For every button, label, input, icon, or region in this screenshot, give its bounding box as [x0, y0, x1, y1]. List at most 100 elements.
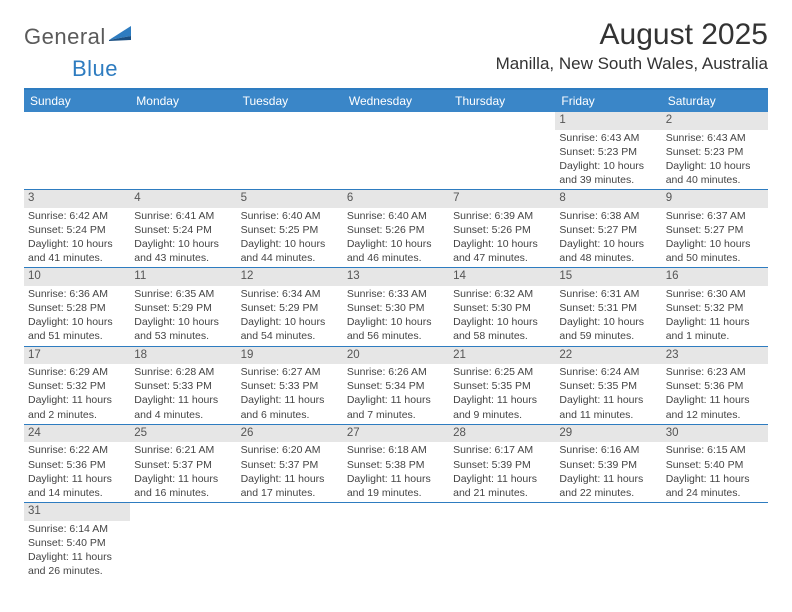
day-cell: 12Sunrise: 6:34 AMSunset: 5:29 PMDayligh…: [237, 268, 343, 345]
day-body: Sunrise: 6:25 AMSunset: 5:35 PMDaylight:…: [449, 364, 555, 424]
sunset-text: Sunset: 5:39 PM: [453, 458, 551, 472]
day-cell: 10Sunrise: 6:36 AMSunset: 5:28 PMDayligh…: [24, 268, 130, 345]
day-number: 18: [130, 347, 236, 365]
day-body: Sunrise: 6:42 AMSunset: 5:24 PMDaylight:…: [24, 208, 130, 268]
day-number: 30: [662, 425, 768, 443]
day-cell: 1Sunrise: 6:43 AMSunset: 5:23 PMDaylight…: [555, 112, 661, 189]
day-body: [237, 521, 343, 524]
sunrise-text: Sunrise: 6:38 AM: [559, 209, 657, 223]
sunrise-text: Sunrise: 6:29 AM: [28, 365, 126, 379]
day-body: Sunrise: 6:32 AMSunset: 5:30 PMDaylight:…: [449, 286, 555, 346]
day-body: [130, 521, 236, 524]
brand-text-1: General: [24, 24, 106, 50]
sunset-text: Sunset: 5:32 PM: [666, 301, 764, 315]
day-number: 17: [24, 347, 130, 365]
day-body: Sunrise: 6:21 AMSunset: 5:37 PMDaylight:…: [130, 442, 236, 502]
daylight-text: Daylight: 11 hours and 16 minutes.: [134, 472, 232, 500]
day-number: 24: [24, 425, 130, 443]
daylight-text: Daylight: 11 hours and 4 minutes.: [134, 393, 232, 421]
day-number: [449, 503, 555, 521]
sunset-text: Sunset: 5:35 PM: [453, 379, 551, 393]
day-cell: 31Sunrise: 6:14 AMSunset: 5:40 PMDayligh…: [24, 503, 130, 580]
day-body: Sunrise: 6:26 AMSunset: 5:34 PMDaylight:…: [343, 364, 449, 424]
day-cell: [343, 112, 449, 189]
day-body: Sunrise: 6:23 AMSunset: 5:36 PMDaylight:…: [662, 364, 768, 424]
day-cell: [237, 112, 343, 189]
weekday-header: Thursday: [449, 90, 555, 112]
day-cell: [130, 503, 236, 580]
day-number: 26: [237, 425, 343, 443]
sunrise-text: Sunrise: 6:39 AM: [453, 209, 551, 223]
day-body: Sunrise: 6:40 AMSunset: 5:26 PMDaylight:…: [343, 208, 449, 268]
day-body: Sunrise: 6:43 AMSunset: 5:23 PMDaylight:…: [662, 130, 768, 190]
week-row: 24Sunrise: 6:22 AMSunset: 5:36 PMDayligh…: [24, 425, 768, 503]
day-cell: [24, 112, 130, 189]
sunrise-text: Sunrise: 6:35 AM: [134, 287, 232, 301]
daylight-text: Daylight: 11 hours and 2 minutes.: [28, 393, 126, 421]
day-body: [130, 130, 236, 133]
day-body: Sunrise: 6:20 AMSunset: 5:37 PMDaylight:…: [237, 442, 343, 502]
day-body: Sunrise: 6:40 AMSunset: 5:25 PMDaylight:…: [237, 208, 343, 268]
day-number: [130, 503, 236, 521]
sunset-text: Sunset: 5:40 PM: [666, 458, 764, 472]
day-body: Sunrise: 6:27 AMSunset: 5:33 PMDaylight:…: [237, 364, 343, 424]
day-body: Sunrise: 6:16 AMSunset: 5:39 PMDaylight:…: [555, 442, 661, 502]
daylight-text: Daylight: 10 hours and 47 minutes.: [453, 237, 551, 265]
sunrise-text: Sunrise: 6:36 AM: [28, 287, 126, 301]
day-cell: 25Sunrise: 6:21 AMSunset: 5:37 PMDayligh…: [130, 425, 236, 502]
day-body: [24, 130, 130, 133]
sunrise-text: Sunrise: 6:37 AM: [666, 209, 764, 223]
day-body: Sunrise: 6:31 AMSunset: 5:31 PMDaylight:…: [555, 286, 661, 346]
sunrise-text: Sunrise: 6:26 AM: [347, 365, 445, 379]
day-cell: 18Sunrise: 6:28 AMSunset: 5:33 PMDayligh…: [130, 347, 236, 424]
sunset-text: Sunset: 5:27 PM: [559, 223, 657, 237]
day-number: 28: [449, 425, 555, 443]
sunrise-text: Sunrise: 6:16 AM: [559, 443, 657, 457]
day-number: 13: [343, 268, 449, 286]
daylight-text: Daylight: 10 hours and 59 minutes.: [559, 315, 657, 343]
daylight-text: Daylight: 11 hours and 9 minutes.: [453, 393, 551, 421]
sunset-text: Sunset: 5:33 PM: [134, 379, 232, 393]
sunset-text: Sunset: 5:30 PM: [347, 301, 445, 315]
weekday-header: Tuesday: [237, 90, 343, 112]
week-row: 17Sunrise: 6:29 AMSunset: 5:32 PMDayligh…: [24, 347, 768, 425]
day-cell: [237, 503, 343, 580]
sunset-text: Sunset: 5:27 PM: [666, 223, 764, 237]
daylight-text: Daylight: 11 hours and 22 minutes.: [559, 472, 657, 500]
sunset-text: Sunset: 5:33 PM: [241, 379, 339, 393]
day-body: [555, 521, 661, 524]
daylight-text: Daylight: 11 hours and 21 minutes.: [453, 472, 551, 500]
day-cell: 2Sunrise: 6:43 AMSunset: 5:23 PMDaylight…: [662, 112, 768, 189]
day-cell: 28Sunrise: 6:17 AMSunset: 5:39 PMDayligh…: [449, 425, 555, 502]
day-body: Sunrise: 6:36 AMSunset: 5:28 PMDaylight:…: [24, 286, 130, 346]
day-number: [662, 503, 768, 521]
daylight-text: Daylight: 11 hours and 24 minutes.: [666, 472, 764, 500]
daylight-text: Daylight: 10 hours and 43 minutes.: [134, 237, 232, 265]
day-cell: 8Sunrise: 6:38 AMSunset: 5:27 PMDaylight…: [555, 190, 661, 267]
sunrise-text: Sunrise: 6:18 AM: [347, 443, 445, 457]
day-number: 11: [130, 268, 236, 286]
day-number: 14: [449, 268, 555, 286]
daylight-text: Daylight: 10 hours and 40 minutes.: [666, 159, 764, 187]
day-body: Sunrise: 6:37 AMSunset: 5:27 PMDaylight:…: [662, 208, 768, 268]
day-cell: 19Sunrise: 6:27 AMSunset: 5:33 PMDayligh…: [237, 347, 343, 424]
day-body: Sunrise: 6:28 AMSunset: 5:33 PMDaylight:…: [130, 364, 236, 424]
day-number: 4: [130, 190, 236, 208]
day-cell: 27Sunrise: 6:18 AMSunset: 5:38 PMDayligh…: [343, 425, 449, 502]
sunrise-text: Sunrise: 6:21 AM: [134, 443, 232, 457]
sunrise-text: Sunrise: 6:23 AM: [666, 365, 764, 379]
sunset-text: Sunset: 5:24 PM: [134, 223, 232, 237]
weekday-header: Saturday: [662, 90, 768, 112]
day-number: 15: [555, 268, 661, 286]
day-cell: 11Sunrise: 6:35 AMSunset: 5:29 PMDayligh…: [130, 268, 236, 345]
day-body: Sunrise: 6:43 AMSunset: 5:23 PMDaylight:…: [555, 130, 661, 190]
day-cell: 17Sunrise: 6:29 AMSunset: 5:32 PMDayligh…: [24, 347, 130, 424]
day-cell: 13Sunrise: 6:33 AMSunset: 5:30 PMDayligh…: [343, 268, 449, 345]
day-body: Sunrise: 6:33 AMSunset: 5:30 PMDaylight:…: [343, 286, 449, 346]
week-row: 10Sunrise: 6:36 AMSunset: 5:28 PMDayligh…: [24, 268, 768, 346]
sunrise-text: Sunrise: 6:43 AM: [559, 131, 657, 145]
sunset-text: Sunset: 5:40 PM: [28, 536, 126, 550]
day-number: 9: [662, 190, 768, 208]
day-body: Sunrise: 6:34 AMSunset: 5:29 PMDaylight:…: [237, 286, 343, 346]
day-cell: 3Sunrise: 6:42 AMSunset: 5:24 PMDaylight…: [24, 190, 130, 267]
